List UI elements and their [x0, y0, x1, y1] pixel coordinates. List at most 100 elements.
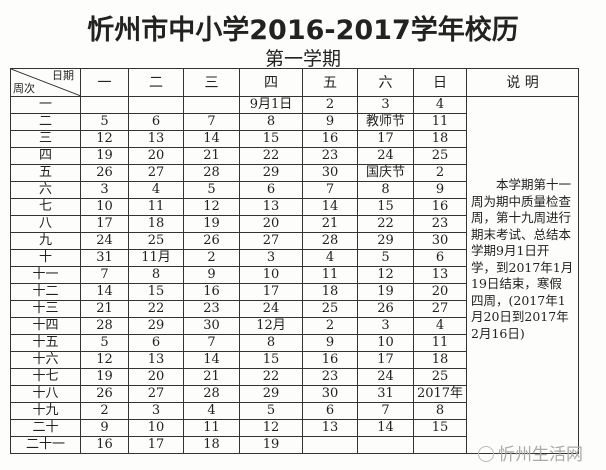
date-cell: 2 [183, 249, 240, 267]
date-cell: 25 [413, 368, 467, 386]
corner-header-cell: 日期 周次 [10, 68, 81, 97]
date-cell: 6 [128, 113, 184, 131]
date-cell: 7 [183, 334, 240, 352]
date-cell: 26 [80, 385, 129, 403]
date-cell: 31 [357, 385, 414, 403]
date-cell: 20 [128, 147, 184, 165]
week-cell: 十六 [10, 351, 81, 369]
date-cell: 4 [128, 181, 184, 199]
date-cell [80, 96, 129, 114]
date-cell [302, 436, 358, 454]
table-row: 七 10 11 12 13 14 15 16 [10, 198, 579, 216]
week-cell: 三 [10, 130, 81, 148]
date-cell: 14 [183, 351, 240, 369]
date-cell: 28 [183, 385, 240, 403]
date-cell: 17 [357, 351, 414, 369]
date-cell: 30 [183, 317, 240, 335]
date-cell: 16 [302, 351, 358, 369]
date-cell: 24 [357, 147, 414, 165]
table-row: 十九 2 3 4 5 6 7 8 [10, 402, 579, 420]
date-cell: 17 [128, 436, 184, 454]
date-cell: 15 [128, 283, 184, 301]
table-row: 十七 19 20 21 22 23 24 25 [10, 368, 579, 386]
date-cell: 20 [413, 283, 467, 301]
date-cell: 3 [128, 402, 184, 420]
date-cell: 27 [239, 232, 303, 250]
date-cell: 28 [183, 164, 240, 182]
date-cell: 28 [80, 317, 129, 335]
week-cell: 十一 [10, 266, 81, 284]
date-cell: 6 [128, 334, 184, 352]
day-header: 四 [239, 68, 303, 97]
date-cell: 14 [80, 283, 129, 301]
week-cell: 八 [10, 215, 81, 233]
day-header: 五 [302, 68, 358, 97]
date-cell: 2 [302, 96, 358, 114]
table-row: 二十一 16 17 18 19 [10, 436, 579, 454]
date-cell: 17 [357, 130, 414, 148]
date-cell: 6 [302, 402, 358, 420]
date-cell: 18 [183, 436, 240, 454]
date-cell: 19 [357, 283, 414, 301]
date-cell: 23 [302, 147, 358, 165]
date-cell: 20 [128, 368, 184, 386]
semester-title: 第一学期 [264, 48, 341, 70]
date-cell: 27 [413, 300, 467, 318]
date-cell: 10 [239, 266, 303, 284]
date-cell: 19 [239, 436, 303, 454]
date-cell: 22 [239, 368, 303, 386]
date-cell: 17 [80, 215, 129, 233]
date-cell: 5 [80, 113, 129, 131]
diagonal-line [11, 69, 80, 96]
date-cell: 16 [183, 283, 240, 301]
date-cell: 9 [413, 181, 467, 199]
date-cell: 12 [183, 198, 240, 216]
date-cell: 15 [239, 130, 303, 148]
date-cell: 18 [413, 130, 467, 148]
date-cell: 8 [128, 266, 184, 284]
table-row: 二 5 6 7 8 9 教师节 11 [10, 113, 579, 131]
date-cell: 12月 [239, 317, 303, 335]
date-cell: 8 [239, 113, 303, 131]
page-title: 忻州市中小学2016-2017学年校历 [87, 15, 519, 46]
date-cell: 13 [413, 266, 467, 284]
date-cell: 9 [302, 113, 358, 131]
date-cell [183, 96, 240, 114]
date-cell: 13 [128, 130, 184, 148]
table-row: 十三 21 22 23 24 25 26 27 [10, 300, 579, 318]
date-label: 日期 [52, 69, 74, 82]
table-row: 五 26 27 28 29 30 国庆节 2 [10, 164, 579, 182]
date-cell: 4 [413, 96, 467, 114]
date-cell: 2 [413, 164, 467, 182]
date-cell: 10 [357, 334, 414, 352]
date-cell [128, 96, 184, 114]
date-cell: 9 [183, 266, 240, 284]
date-cell: 13 [239, 198, 303, 216]
date-cell: 26 [80, 164, 129, 182]
date-cell: 11 [128, 198, 184, 216]
date-cell: 13 [302, 419, 358, 437]
date-cell: 3 [357, 96, 414, 114]
date-cell: 18 [128, 215, 184, 233]
date-cell: 10 [80, 198, 129, 216]
date-cell: 9 [302, 334, 358, 352]
date-cell: 23 [183, 300, 240, 318]
week-cell: 十七 [10, 368, 81, 386]
week-cell: 二 [10, 113, 81, 131]
date-cell: 22 [128, 300, 184, 318]
date-cell: 18 [302, 283, 358, 301]
week-cell: 十四 [10, 317, 81, 335]
week-cell: 十八 [10, 385, 81, 403]
week-cell: 六 [10, 181, 81, 199]
date-cell: 12 [357, 266, 414, 284]
date-cell: 8 [413, 402, 467, 420]
date-cell: 11 [413, 334, 467, 352]
date-cell: 5 [357, 249, 414, 267]
date-cell: 21 [80, 300, 129, 318]
date-cell: 19 [183, 215, 240, 233]
date-cell: 12 [80, 351, 129, 369]
date-cell: 19 [80, 147, 129, 165]
week-cell: 一 [10, 96, 81, 114]
date-cell: 14 [302, 198, 358, 216]
date-cell: 20 [239, 215, 303, 233]
